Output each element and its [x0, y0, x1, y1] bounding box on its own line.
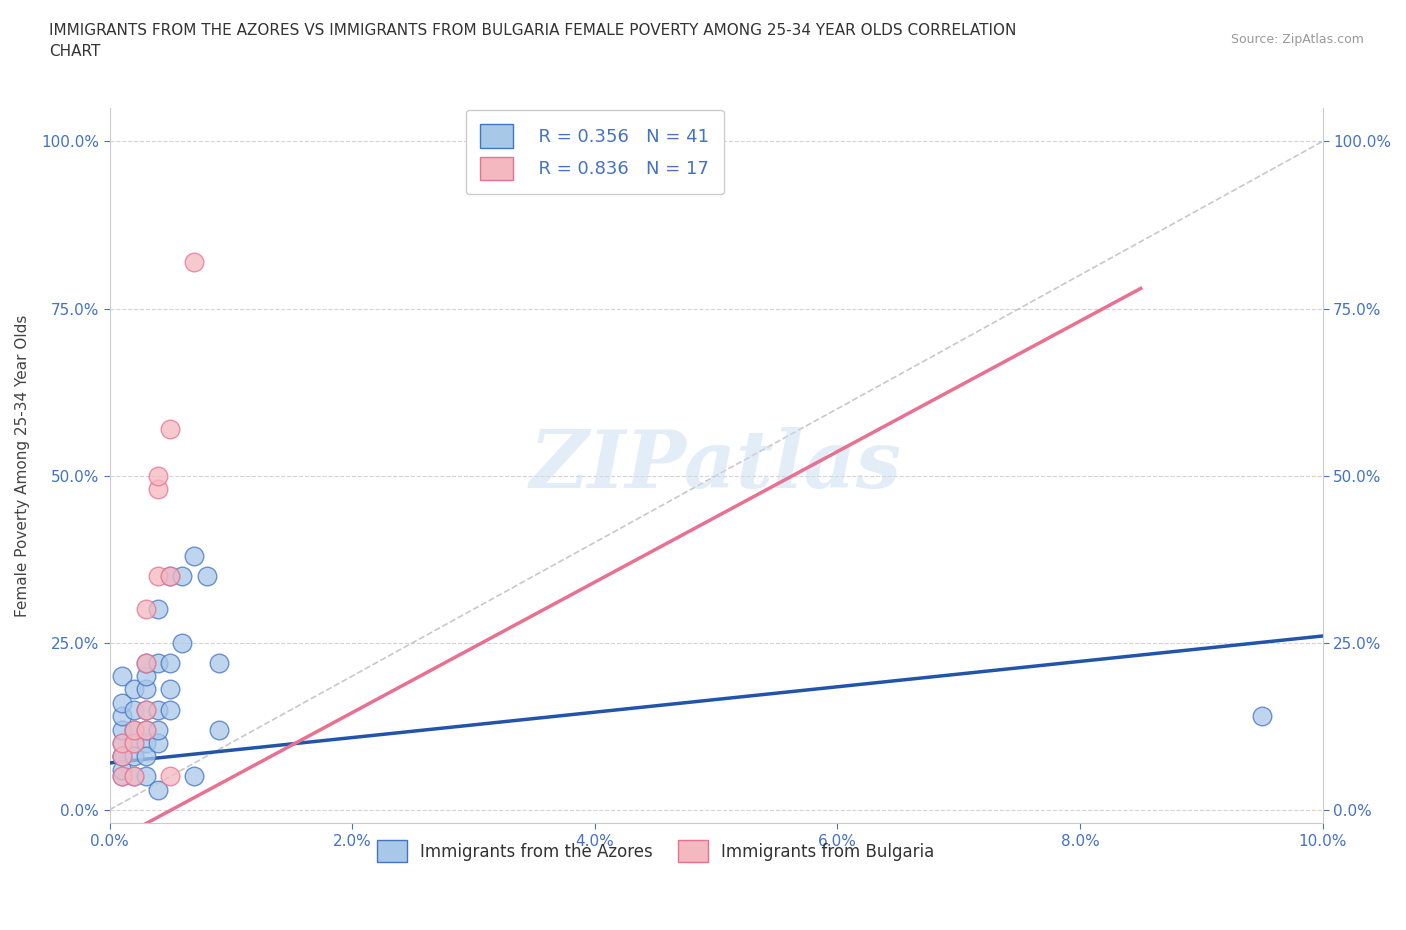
Point [135, 749, 157, 764]
Point [146, 568, 169, 583]
Point [135, 736, 157, 751]
Point [111, 769, 134, 784]
Point [159, 568, 181, 583]
Point [122, 736, 145, 751]
Point [135, 769, 157, 784]
Point [135, 722, 157, 737]
Point [172, 568, 194, 583]
Point [111, 669, 134, 684]
Point [135, 682, 157, 697]
Point [172, 635, 194, 650]
Point [135, 656, 157, 671]
Point [159, 682, 181, 697]
Point [208, 656, 231, 671]
Point [135, 722, 157, 737]
Point [159, 568, 181, 583]
Point [135, 656, 157, 671]
Legend: Immigrants from the Azores, Immigrants from Bulgaria: Immigrants from the Azores, Immigrants f… [370, 833, 941, 869]
Point [208, 722, 231, 737]
Point [122, 749, 145, 764]
Point [195, 568, 218, 583]
Point [183, 769, 205, 784]
Text: ZIPatlas: ZIPatlas [530, 427, 903, 504]
Point [159, 702, 181, 717]
Point [122, 722, 145, 737]
Point [111, 749, 134, 764]
Point [159, 421, 181, 436]
Point [159, 656, 181, 671]
Point [146, 602, 169, 617]
Point [135, 602, 157, 617]
Point [135, 702, 157, 717]
Point [122, 769, 145, 784]
Point [146, 656, 169, 671]
Point [111, 769, 134, 784]
Point [146, 722, 169, 737]
Point [135, 669, 157, 684]
Point [146, 468, 169, 483]
Point [111, 736, 134, 751]
Point [122, 682, 145, 697]
Y-axis label: Female Poverty Among 25-34 Year Olds: Female Poverty Among 25-34 Year Olds [15, 314, 30, 617]
Point [146, 782, 169, 797]
Point [122, 702, 145, 717]
Point [159, 769, 181, 784]
Point [183, 549, 205, 564]
Point [111, 749, 134, 764]
Point [111, 763, 134, 777]
Point [183, 254, 205, 269]
Text: IMMIGRANTS FROM THE AZORES VS IMMIGRANTS FROM BULGARIA FEMALE POVERTY AMONG 25-3: IMMIGRANTS FROM THE AZORES VS IMMIGRANTS… [49, 23, 1017, 60]
Point [111, 709, 134, 724]
Point [111, 749, 134, 764]
Point [111, 696, 134, 711]
Point [111, 722, 134, 737]
Point [135, 702, 157, 717]
Point [1251, 709, 1274, 724]
Point [122, 769, 145, 784]
Point [146, 702, 169, 717]
Point [146, 482, 169, 497]
Point [122, 722, 145, 737]
Text: Source: ZipAtlas.com: Source: ZipAtlas.com [1230, 33, 1364, 46]
Point [146, 736, 169, 751]
Point [122, 736, 145, 751]
Point [111, 736, 134, 751]
